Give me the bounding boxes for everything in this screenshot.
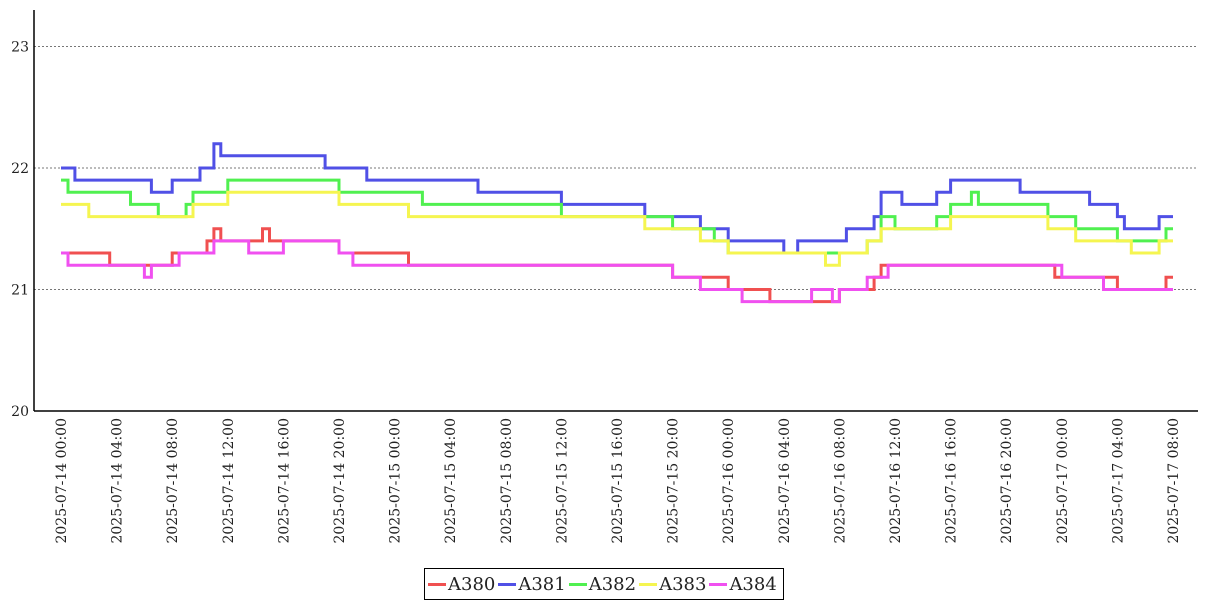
legend-label: A384 [729,573,777,595]
x-tick-label: 2025-07-15 00:00 [388,418,404,544]
x-tick-label: 2025-07-14 20:00 [332,418,348,544]
series-lines [61,142,1173,304]
legend-item-a384: A384 [709,573,777,595]
series-line-a383 [61,190,1173,267]
legend-label: A380 [448,573,496,595]
x-tick-label: 2025-07-17 08:00 [1166,418,1182,544]
y-tick-label: 21 [11,282,29,298]
x-tick-label: 2025-07-16 16:00 [944,418,960,544]
legend-swatch [568,582,587,586]
legend-swatch [709,582,728,586]
series-line-a384 [61,239,1173,304]
x-tick-labels: 2025-07-14 00:00 2025-07-14 04:00 2025-07-… [54,418,1182,544]
x-tick-label: 2025-07-16 20:00 [999,418,1015,544]
x-tick-label: 2025-07-14 12:00 [221,418,237,544]
x-tick-label: 2025-07-14 00:00 [54,418,70,544]
x-tick-label: 2025-07-15 04:00 [443,418,459,544]
legend-item-a383: A383 [639,574,706,595]
x-tick-label: 2025-07-15 16:00 [610,418,626,544]
grid-lines [34,45,1198,412]
legend-swatch [428,582,446,586]
x-tick-label: 2025-07-14 16:00 [276,418,292,544]
legend: A380 A381 A382 A383 A384 [424,568,784,600]
legend-label: A381 [518,573,566,595]
x-tick-label: 2025-07-17 04:00 [1110,418,1126,544]
x-tick-label: 2025-07-17 00:00 [1055,418,1071,544]
x-tick-label: 2025-07-16 00:00 [721,418,737,544]
x-tick-label: 2025-07-16 12:00 [888,418,904,544]
x-tick-label: 2025-07-15 20:00 [666,418,682,544]
legend-item-a382: A382 [568,573,637,595]
legend-label: A382 [588,573,637,595]
legend-item-a380: A380 [428,574,495,595]
x-tick-label: 2025-07-16 08:00 [832,418,848,544]
y-tick-label: 23 [11,39,29,55]
x-tick-label: 2025-07-14 04:00 [110,418,126,544]
y-tick-labels: 20 21 22 23 [11,39,29,420]
legend-label: A383 [659,573,707,595]
legend-item-a381: A381 [498,573,566,595]
series-line-a381 [61,142,1173,255]
x-tick-label: 2025-07-15 08:00 [499,418,515,544]
legend-swatch [639,582,658,586]
x-tick-label: 2025-07-15 12:00 [554,418,570,544]
legend-swatch [498,582,517,586]
y-tick-label: 20 [11,404,29,420]
x-tick-label: 2025-07-16 04:00 [777,418,793,544]
x-tick-label: 2025-07-14 08:00 [165,418,181,544]
y-tick-label: 22 [11,161,29,177]
